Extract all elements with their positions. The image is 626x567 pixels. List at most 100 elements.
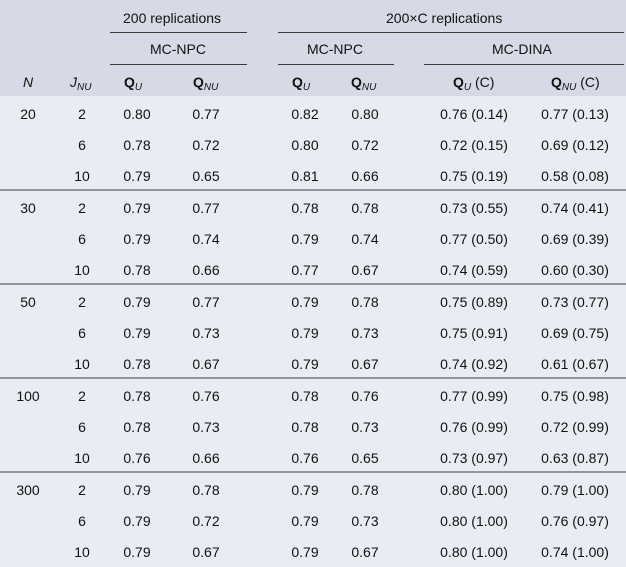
- cell-qnu-1: 0.78: [192, 482, 220, 498]
- cell-qu-2: 0.79: [291, 356, 319, 372]
- cell-qu-3: 0.72 (0.15): [440, 137, 508, 153]
- cell-qnu-3: 0.58 (0.08): [541, 168, 609, 184]
- col-header-qnu-1-base: Q: [193, 74, 204, 90]
- rule-group-200: [110, 32, 247, 33]
- cell-qnu-1: 0.65: [192, 168, 220, 184]
- cell-qnu-2: 0.72: [351, 137, 379, 153]
- cell-qu-2: 0.78: [291, 388, 319, 404]
- cell-qnu-2: 0.78: [351, 294, 379, 310]
- col-header-qnu-2-sub: NU: [361, 82, 377, 93]
- cell-qu-2: 0.79: [291, 294, 319, 310]
- col-header-qnu-3-suffix: (C): [576, 74, 600, 90]
- group-title-200c: 200×C replications: [386, 10, 503, 26]
- cell-qu-1: 0.76: [123, 450, 151, 466]
- cell-qnu-2: 0.73: [351, 325, 379, 341]
- cell-j: 2: [78, 388, 86, 404]
- cell-j: 6: [78, 231, 86, 247]
- cell-qu-1: 0.79: [123, 200, 151, 216]
- cell-qnu-2: 0.78: [351, 200, 379, 216]
- cell-qnu-1: 0.77: [192, 106, 220, 122]
- cell-j: 10: [74, 168, 90, 184]
- col-header-qu-3-suffix: (C): [471, 74, 495, 90]
- cell-qu-3: 0.75 (0.19): [440, 168, 508, 184]
- cell-qnu-3: 0.69 (0.12): [541, 137, 609, 153]
- cell-qu-3: 0.80 (1.00): [440, 544, 508, 560]
- cell-qnu-1: 0.77: [192, 294, 220, 310]
- col-header-j-sub: NU: [77, 82, 92, 93]
- cell-j: 6: [78, 325, 86, 341]
- cell-qnu-1: 0.73: [192, 419, 220, 435]
- cell-qnu-1: 0.77: [192, 200, 220, 216]
- cell-qu-2: 0.79: [291, 482, 319, 498]
- cell-qu-2: 0.77: [291, 262, 319, 278]
- col-header-qu-3-sub: U: [463, 82, 472, 93]
- group-separator: [0, 189, 626, 191]
- col-header-qnu-1-sub: NU: [203, 82, 219, 93]
- group-n-label: 50: [20, 294, 36, 310]
- col-header-qu-3: QU (C): [453, 74, 495, 93]
- cell-qnu-1: 0.67: [192, 544, 220, 560]
- group-n-label: 30: [20, 200, 36, 216]
- cell-qnu-2: 0.66: [351, 168, 379, 184]
- col-header-qu-2-sub: U: [302, 82, 311, 93]
- cell-qnu-2: 0.74: [351, 231, 379, 247]
- cell-qu-3: 0.76 (0.14): [440, 106, 508, 122]
- group-separator: [0, 471, 626, 473]
- cell-qnu-1: 0.76: [192, 388, 220, 404]
- cell-qu-3: 0.73 (0.55): [440, 200, 508, 216]
- cell-j: 10: [74, 262, 90, 278]
- cell-qu-3: 0.74 (0.92): [440, 356, 508, 372]
- cell-qu-2: 0.78: [291, 200, 319, 216]
- rule-group-200c: [278, 32, 624, 33]
- table-header: [0, 0, 626, 96]
- cell-qu-3: 0.75 (0.91): [440, 325, 508, 341]
- cell-qnu-1: 0.73: [192, 325, 220, 341]
- cell-qnu-3: 0.75 (0.98): [541, 388, 609, 404]
- cell-qu-3: 0.77 (0.99): [440, 388, 508, 404]
- col-header-qnu-1: QNU: [193, 74, 219, 93]
- cell-qnu-2: 0.80: [351, 106, 379, 122]
- cell-j: 10: [74, 544, 90, 560]
- group-n-label: 100: [16, 388, 40, 404]
- col-header-qnu-3-sub: NU: [561, 82, 577, 93]
- cell-qnu-2: 0.65: [351, 450, 379, 466]
- cell-qu-1: 0.78: [123, 262, 151, 278]
- cell-qu-3: 0.77 (0.50): [440, 231, 508, 247]
- cell-qu-3: 0.76 (0.99): [440, 419, 508, 435]
- cell-qu-1: 0.79: [123, 231, 151, 247]
- cell-qnu-3: 0.77 (0.13): [541, 106, 609, 122]
- cell-qu-1: 0.80: [123, 106, 151, 122]
- method-label-dina: MC-DINA: [492, 41, 552, 57]
- cell-qu-3: 0.80 (1.00): [440, 482, 508, 498]
- col-header-j: JNU: [70, 74, 92, 93]
- cell-qnu-2: 0.73: [351, 419, 379, 435]
- col-header-qu-1-sub: U: [134, 82, 143, 93]
- cell-qnu-3: 0.73 (0.77): [541, 294, 609, 310]
- col-header-qnu-3-base: Q: [551, 74, 562, 90]
- col-header-qu-2-base: Q: [292, 74, 303, 90]
- cell-qnu-3: 0.60 (0.30): [541, 262, 609, 278]
- rule-method-npc: [110, 64, 247, 65]
- cell-qnu-1: 0.67: [192, 356, 220, 372]
- cell-qnu-3: 0.69 (0.39): [541, 231, 609, 247]
- cell-qu-1: 0.79: [123, 325, 151, 341]
- cell-qu-2: 0.82: [291, 106, 319, 122]
- cell-qnu-1: 0.66: [192, 262, 220, 278]
- cell-qnu-1: 0.72: [192, 137, 220, 153]
- cell-j: 10: [74, 450, 90, 466]
- col-header-qu-3-base: Q: [453, 74, 464, 90]
- cell-qnu-1: 0.74: [192, 231, 220, 247]
- method-label-npc: MC-NPC: [150, 41, 206, 57]
- cell-qnu-1: 0.72: [192, 513, 220, 529]
- cell-j: 2: [78, 200, 86, 216]
- group-n-label: 300: [16, 482, 40, 498]
- cell-j: 2: [78, 482, 86, 498]
- group-separator: [0, 377, 626, 379]
- cell-qu-2: 0.76: [291, 450, 319, 466]
- cell-qnu-3: 0.72 (0.99): [541, 419, 609, 435]
- col-header-qnu-3: QNU (C): [551, 74, 600, 93]
- cell-qu-2: 0.80: [291, 137, 319, 153]
- col-header-qu-2: QU: [292, 74, 311, 93]
- group-separator: [0, 283, 626, 285]
